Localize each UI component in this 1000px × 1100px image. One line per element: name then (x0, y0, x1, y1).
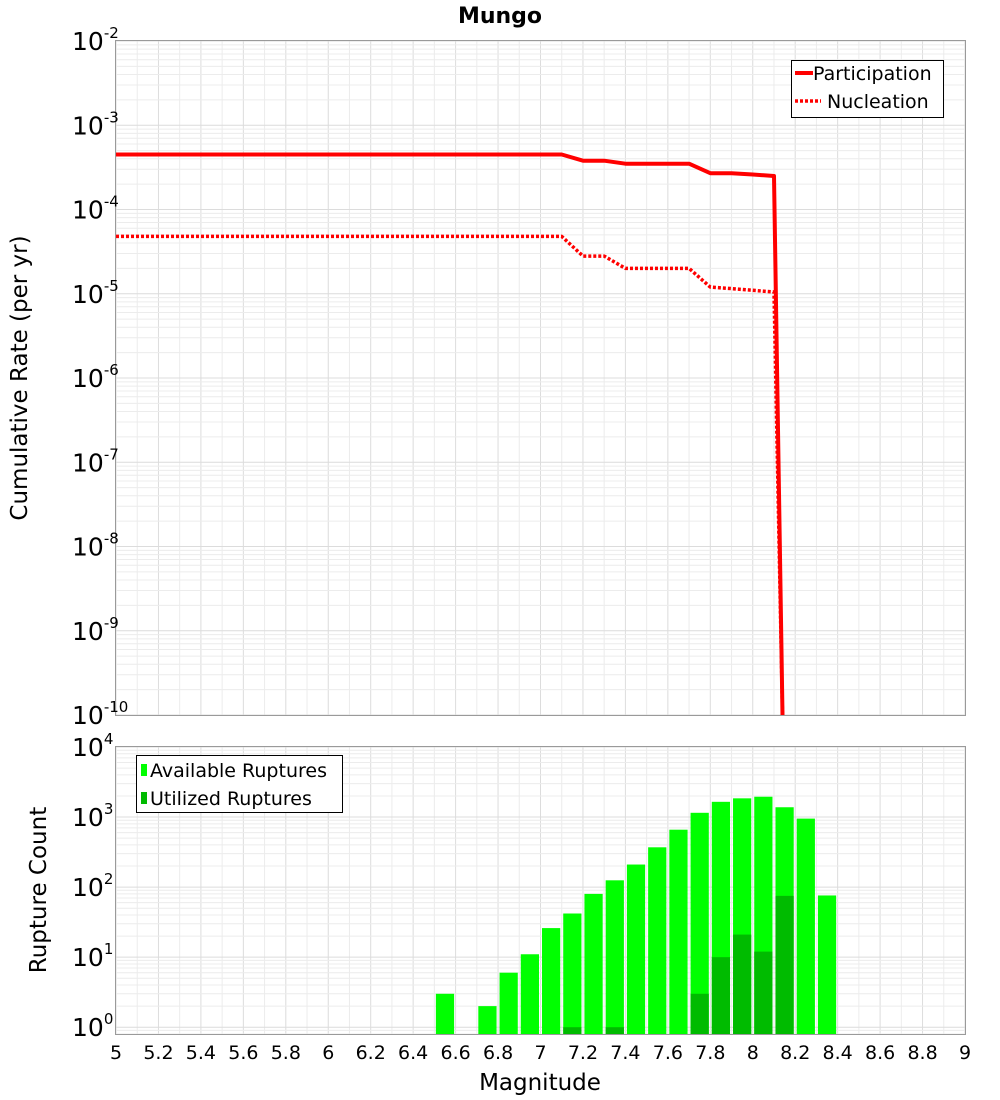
x-tick-label: 8 (747, 1042, 759, 1064)
legend-nucleation-label: Nucleation (827, 91, 929, 113)
bar-available-ruptures (605, 880, 624, 1034)
bar-available-ruptures (584, 893, 603, 1034)
bottom-plot-frame (115, 746, 966, 1035)
rupture-count-plot: 104 103 102 101 100 5 5.2 5.4 5.6 5.8 6 6.2 6.4 6.6 6… (26, 730, 971, 1096)
bar-available-ruptures (648, 847, 667, 1034)
x-tick-label: 5 (110, 1042, 122, 1064)
bar-available-ruptures (520, 954, 539, 1034)
top-plot-series (116, 152, 785, 716)
bar-utilized-ruptures (775, 895, 794, 1034)
y-tick-label: 104 (72, 730, 113, 762)
x-tick-labels: 5 5.2 5.4 5.6 5.8 6 6.2 6.4 6.6 6.8 7 7.2 7.4 7.6 7.8 8… (110, 1042, 971, 1064)
bar-available-ruptures (690, 812, 709, 1034)
legend-participation-label: Participation (813, 63, 932, 85)
x-tick-label: 8.6 (865, 1042, 895, 1064)
top-legend: Participation Nucleation (791, 60, 944, 118)
x-tick-label: 5.6 (228, 1042, 258, 1064)
y-tick-label: 10-3 (72, 108, 119, 140)
chart-title: Mungo (458, 4, 542, 29)
x-tick-label: 8.4 (823, 1042, 853, 1064)
bottom-y-axis-label: Rupture Count (26, 807, 52, 973)
y-tick-label: 10-2 (72, 24, 119, 56)
bar-available-ruptures (563, 913, 582, 1034)
y-tick-label: 10-4 (72, 193, 119, 225)
x-tick-label: 7 (534, 1042, 546, 1064)
bar-available-ruptures (626, 864, 646, 1034)
x-tick-label: 6.4 (398, 1042, 428, 1064)
top-plot-grid (115, 40, 966, 716)
x-tick-label: 7.4 (610, 1042, 640, 1064)
legend-utilized-swatch (141, 792, 147, 804)
bar-utilized-ruptures (605, 1027, 624, 1034)
top-legend-box (791, 60, 944, 118)
top-y-tick-labels: 10-2 10-3 10-4 10-5 10-6 10-7 10-8 10-9 10-10 (72, 24, 128, 730)
x-tick-label: 6.6 (440, 1042, 470, 1064)
y-tick-label: 10-6 (72, 361, 119, 393)
series-line-nucleation (116, 234, 785, 716)
y-tick-label: 10-7 (72, 445, 119, 477)
y-tick-label: 101 (72, 940, 113, 972)
top-y-axis-label: Cumulative Rate (per yr) (7, 235, 33, 520)
y-tick-label: 10-5 (72, 277, 119, 309)
legend-available-label: Available Ruptures (150, 760, 327, 782)
bar-utilized-ruptures (711, 957, 731, 1034)
bar-utilized-ruptures (690, 993, 709, 1034)
x-tick-label: 5.2 (143, 1042, 173, 1064)
bar-available-ruptures (796, 818, 815, 1034)
x-tick-label: 8.8 (907, 1042, 937, 1064)
legend-available-swatch (141, 764, 147, 776)
y-tick-label: 102 (72, 870, 113, 902)
bar-utilized-ruptures (754, 951, 773, 1034)
bar-available-ruptures (817, 895, 837, 1034)
y-tick-label: 10-10 (72, 698, 128, 730)
y-tick-label: 10-8 (72, 530, 119, 562)
bar-available-ruptures (435, 993, 455, 1034)
bottom-legend-box (136, 755, 343, 813)
x-tick-label: 7.2 (568, 1042, 598, 1064)
x-tick-label: 5.8 (271, 1042, 301, 1064)
x-tick-label: 7.6 (653, 1042, 683, 1064)
y-tick-label: 100 (72, 1010, 113, 1042)
bar-utilized-ruptures (563, 1027, 582, 1034)
top-plot-frame (115, 40, 966, 716)
x-tick-label: 6.2 (356, 1042, 386, 1064)
series-line-participation (116, 152, 785, 716)
y-tick-label: 10-9 (72, 614, 119, 646)
bottom-plot-bars (435, 796, 837, 1034)
x-axis-label: Magnitude (479, 1070, 601, 1096)
x-tick-label: 5.4 (186, 1042, 216, 1064)
legend-utilized-label: Utilized Ruptures (150, 788, 312, 810)
cumulative-rate-plot: 10-2 10-3 10-4 10-5 10-6 10-7 10-8 10-9 10-10 Cu… (7, 24, 966, 730)
x-tick-label: 6 (322, 1042, 334, 1064)
bar-available-ruptures (542, 928, 561, 1034)
x-tick-label: 9 (959, 1042, 971, 1064)
bottom-legend: Available Ruptures Utilized Ruptures (136, 755, 343, 813)
bar-available-ruptures (478, 1006, 497, 1034)
x-tick-label: 8.2 (780, 1042, 810, 1064)
bar-available-ruptures (499, 972, 518, 1034)
y-tick-label: 103 (72, 800, 113, 832)
x-tick-label: 6.8 (483, 1042, 513, 1064)
x-tick-label: 7.8 (695, 1042, 725, 1064)
bottom-y-tick-labels: 104 103 102 101 100 (72, 730, 113, 1042)
bar-available-ruptures (669, 829, 688, 1034)
bar-utilized-ruptures (733, 934, 752, 1034)
